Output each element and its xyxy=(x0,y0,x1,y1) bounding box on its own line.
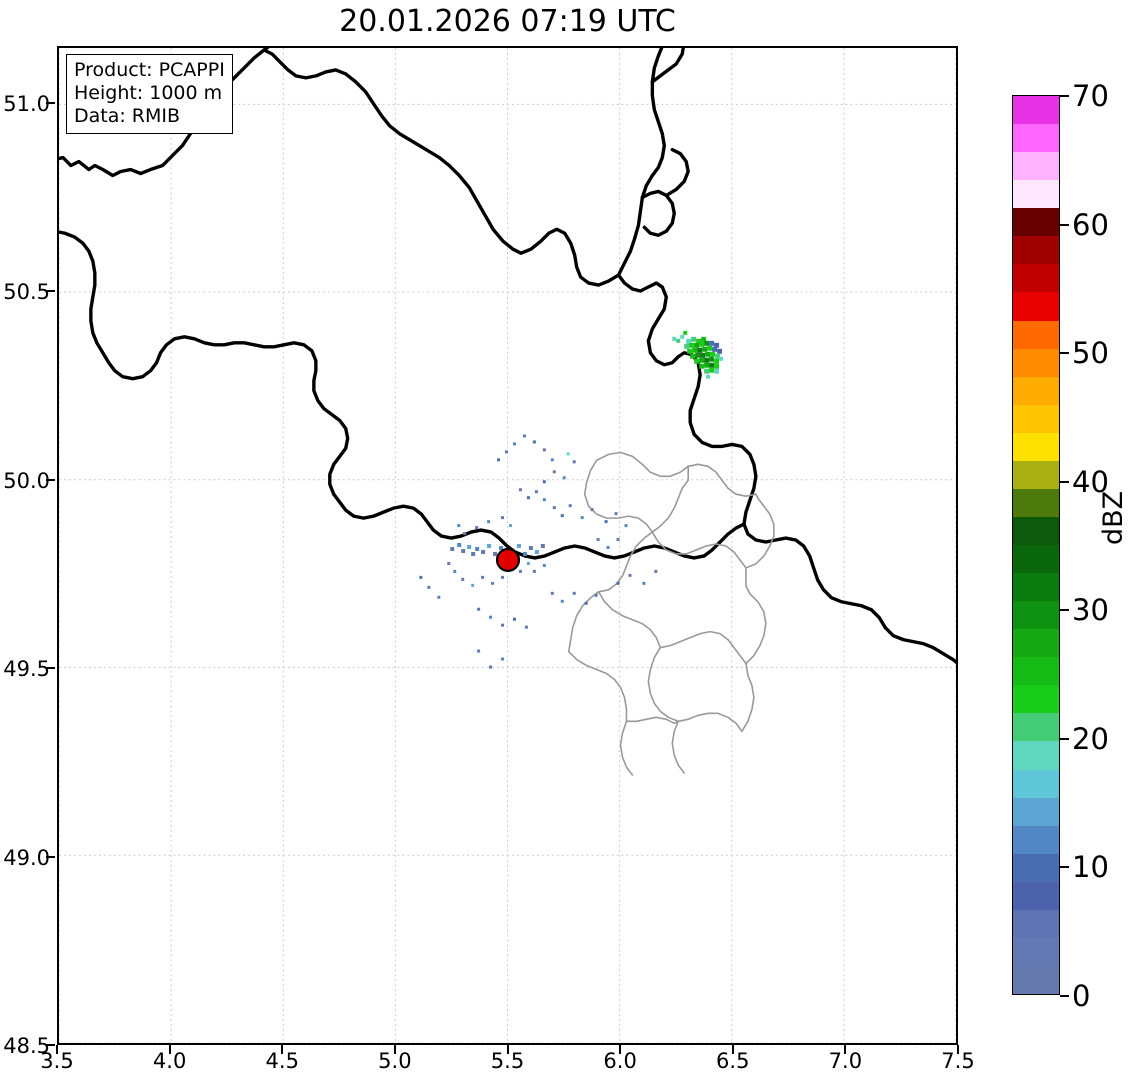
y-tick-mark xyxy=(46,478,55,481)
colorbar-tick-label: 70 xyxy=(1072,79,1109,113)
colorbar-band xyxy=(1013,881,1059,910)
colorbar-band xyxy=(1013,488,1059,517)
colorbar-band xyxy=(1013,713,1059,742)
x-tick-mark xyxy=(957,1045,959,1054)
colorbar-tick-label: 50 xyxy=(1072,336,1109,371)
colorbar-band xyxy=(1013,96,1059,125)
x-tick-mark xyxy=(281,1045,284,1054)
colorbar-band xyxy=(1013,320,1059,349)
y-tick-label: 50.0 xyxy=(3,468,50,493)
colorbar-tick-label: 40 xyxy=(1072,464,1109,499)
colorbar-tick-label: 60 xyxy=(1072,207,1109,242)
radar-echo-clutter xyxy=(419,434,658,669)
colorbar-tick-mark xyxy=(1060,609,1069,612)
x-axis: 3.5 4.0 4.5 5.0 5.5 6.0 6.5 7.0 7.5 xyxy=(0,1049,1145,1079)
y-tick-mark xyxy=(46,667,55,670)
colorbar-tick-label: 0 xyxy=(1072,979,1091,1013)
colorbar-tick-label: 20 xyxy=(1072,721,1109,756)
colorbar-tick-mark xyxy=(1060,480,1069,483)
y-tick-label: 49.5 xyxy=(3,657,50,682)
y-tick-label: 49.0 xyxy=(3,845,50,870)
map-canvas xyxy=(59,48,956,1043)
colorbar-band xyxy=(1013,685,1059,714)
colorbar-band xyxy=(1013,348,1059,377)
colorbar-band xyxy=(1013,937,1059,966)
y-tick-mark xyxy=(46,101,55,104)
colorbar-band xyxy=(1013,516,1059,545)
colorbar-band xyxy=(1013,124,1059,153)
colorbar-band xyxy=(1013,152,1059,181)
colorbar-tick-mark xyxy=(1060,866,1069,869)
colorbar-band xyxy=(1013,264,1059,293)
map-plot-area[interactable] xyxy=(57,46,958,1045)
info-product-line: Product: PCAPPI xyxy=(74,59,225,81)
radar-echo-cell xyxy=(672,330,724,379)
info-data-line: Data: RMIB xyxy=(74,105,181,127)
y-tick-label: 51.0 xyxy=(3,91,50,116)
colorbar-tick-mark xyxy=(1060,995,1069,997)
x-tick-mark xyxy=(56,1045,58,1054)
colorbar-band xyxy=(1013,741,1059,770)
colorbar-band xyxy=(1013,460,1059,489)
colorbar-band xyxy=(1013,769,1059,798)
x-tick-mark xyxy=(844,1045,847,1054)
colorbar-tick-mark xyxy=(1060,737,1069,740)
colorbar-gradient xyxy=(1012,95,1060,995)
x-tick-mark xyxy=(731,1045,734,1054)
x-tick-mark xyxy=(393,1045,396,1054)
radar-station-marker[interactable] xyxy=(495,547,521,572)
colorbar-band xyxy=(1013,545,1059,574)
colorbar-axis-label: dBZ xyxy=(1098,490,1129,545)
colorbar-tick-label: 30 xyxy=(1072,593,1109,628)
colorbar-band xyxy=(1013,292,1059,321)
y-tick-mark xyxy=(46,1044,55,1046)
colorbar-tick-label: 10 xyxy=(1072,850,1109,885)
colorbar-tick-mark xyxy=(1060,223,1069,226)
colorbar-band xyxy=(1013,909,1059,938)
colorbar-band xyxy=(1013,573,1059,602)
colorbar-band xyxy=(1013,629,1059,658)
y-tick-mark xyxy=(46,290,55,293)
y-tick-label: 48.5 xyxy=(3,1034,50,1058)
colorbar-band xyxy=(1013,601,1059,630)
colorbar-band xyxy=(1013,180,1059,209)
y-axis: 48.5 49.0 49.5 50.0 50.5 51.0 xyxy=(0,0,50,1084)
colorbar-tick-mark xyxy=(1060,352,1069,355)
colorbar-tick-mark xyxy=(1060,95,1069,97)
colorbar-band xyxy=(1013,376,1059,405)
y-tick-mark xyxy=(46,855,55,858)
page-title: 20.01.2026 07:19 UTC xyxy=(339,4,676,39)
colorbar-band xyxy=(1013,825,1059,854)
colorbar-band xyxy=(1013,657,1059,686)
region-boundaries xyxy=(567,451,775,776)
product-info-box: Product: PCAPPI Height: 1000 m Data: RMI… xyxy=(66,54,233,134)
colorbar-band xyxy=(1013,236,1059,265)
x-tick-mark xyxy=(506,1045,509,1054)
colorbar-band xyxy=(1013,432,1059,461)
colorbar-band xyxy=(1013,404,1059,433)
colorbar-band xyxy=(1013,965,1059,994)
info-height-line: Height: 1000 m xyxy=(74,82,223,104)
x-tick-mark xyxy=(168,1045,171,1054)
colorbar[interactable]: 0 10 20 30 40 50 60 70 xyxy=(1012,79,1109,1013)
y-tick-label: 50.5 xyxy=(3,280,50,305)
colorbar-band xyxy=(1013,208,1059,237)
colorbar-band xyxy=(1013,797,1059,826)
x-tick-mark xyxy=(619,1045,622,1054)
colorbar-band xyxy=(1013,853,1059,882)
